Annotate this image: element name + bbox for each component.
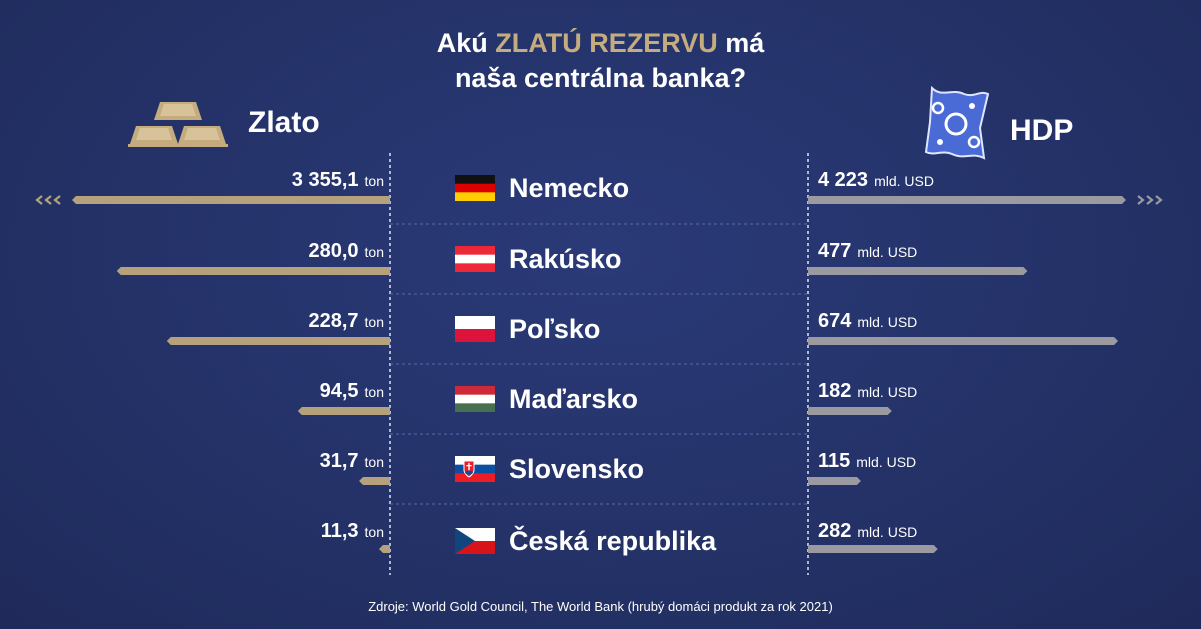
banknote-icon (924, 85, 990, 160)
gold-unit: ton (364, 314, 384, 330)
gdp-value-label: 674 mld. USD (818, 310, 917, 333)
gdp-bar (808, 477, 861, 485)
gdp-bar (808, 545, 938, 553)
gdp-value: 282 (818, 520, 852, 542)
country-row: Česká republika (455, 521, 716, 561)
gold-value: 228,7 (308, 310, 359, 332)
gold-bar (72, 196, 390, 204)
gold-value-label: 11,3 ton (0, 520, 384, 543)
gdp-overflow-arrow (1137, 195, 1145, 205)
chart-title: Akú ZLATÚ REZERVU má naša centrálna bank… (0, 26, 1201, 96)
gold-bar (378, 545, 390, 553)
gold-unit: ton (364, 524, 384, 540)
gdp-value-label: 4 223 mld. USD (818, 169, 934, 192)
gdp-value-label: 115 mld. USD (818, 450, 916, 473)
flag-icon (455, 386, 495, 412)
gold-value: 280,0 (308, 240, 359, 262)
gold-overflow-arrow (53, 195, 61, 205)
flag-icon (455, 316, 495, 342)
gdp-bar (808, 337, 1119, 345)
gdp-value: 477 (818, 240, 852, 262)
title-prefix: Akú (436, 28, 496, 58)
gold-value-label: 94,5 ton (0, 380, 384, 403)
flag-icon (455, 456, 495, 482)
gold-label: Zlato (248, 106, 320, 139)
country-name: Česká republika (509, 525, 717, 556)
gold-bars-icon (128, 102, 228, 147)
gold-unit: ton (364, 384, 384, 400)
gdp-value: 115 (818, 450, 851, 472)
gold-bar (297, 407, 390, 415)
country-name: Rakúsko (509, 243, 622, 274)
country-row: Slovensko (455, 449, 644, 489)
title-highlight: ZLATÚ REZERVU (495, 28, 718, 58)
gold-value: 3 355,1 (291, 169, 359, 191)
gold-value: 31,7 (319, 450, 359, 472)
flag-icon (455, 175, 495, 201)
gold-overflow-arrow (35, 195, 43, 205)
gdp-value: 4 223 (818, 169, 869, 191)
gdp-overflow-arrow (1146, 195, 1154, 205)
gdp-value-label: 182 mld. USD (818, 380, 917, 403)
country-name: Maďarsko (509, 383, 638, 414)
gold-unit: ton (364, 244, 384, 260)
country-name: Poľsko (509, 313, 601, 344)
title-suffix: má (717, 28, 765, 58)
country-row: Poľsko (455, 309, 600, 349)
gdp-unit: mld. USD (857, 314, 918, 330)
gold-unit: ton (364, 173, 384, 189)
gdp-value-label: 477 mld. USD (818, 240, 917, 263)
gold-value-label: 228,7 ton (0, 310, 384, 333)
gold-unit: ton (364, 454, 384, 470)
gold-bar (359, 477, 390, 485)
gdp-unit: mld. USD (857, 384, 918, 400)
gold-bar (116, 267, 390, 275)
country-row: Maďarsko (455, 379, 638, 419)
gdp-value-label: 282 mld. USD (818, 520, 917, 543)
gdp-bar (808, 407, 892, 415)
gdp-bar (808, 267, 1028, 275)
gdp-unit: mld. USD (856, 454, 917, 470)
gold-value-label: 31,7 ton (0, 450, 384, 473)
gold-value-label: 280,0 ton (0, 240, 384, 263)
title-line-1: Akú ZLATÚ REZERVU má (0, 26, 1201, 61)
gdp-bar (808, 196, 1126, 204)
gold-bar (166, 337, 390, 345)
gold-value: 94,5 (319, 380, 359, 402)
flag-icon (455, 246, 495, 272)
country-row: Nemecko (455, 168, 629, 208)
country-name: Slovensko (509, 453, 645, 484)
gold-value-label: 3 355,1 ton (0, 169, 384, 192)
gdp-value: 674 (818, 310, 852, 332)
gdp-overflow-arrow (1155, 195, 1163, 205)
title-line-2: naša centrálna banka? (454, 63, 747, 93)
gdp-value: 182 (818, 380, 852, 402)
country-row: Rakúsko (455, 239, 622, 279)
source-note: Zdroje: World Gold Council, The World Ba… (368, 599, 833, 614)
gold-value: 11,3 (320, 520, 359, 542)
gdp-unit: mld. USD (857, 244, 918, 260)
gdp-label: HDP (1010, 114, 1074, 147)
gdp-unit: mld. USD (874, 173, 934, 189)
gdp-unit: mld. USD (857, 524, 918, 540)
country-name: Nemecko (509, 172, 630, 203)
flag-icon (455, 528, 495, 554)
gold-overflow-arrow (44, 195, 52, 205)
